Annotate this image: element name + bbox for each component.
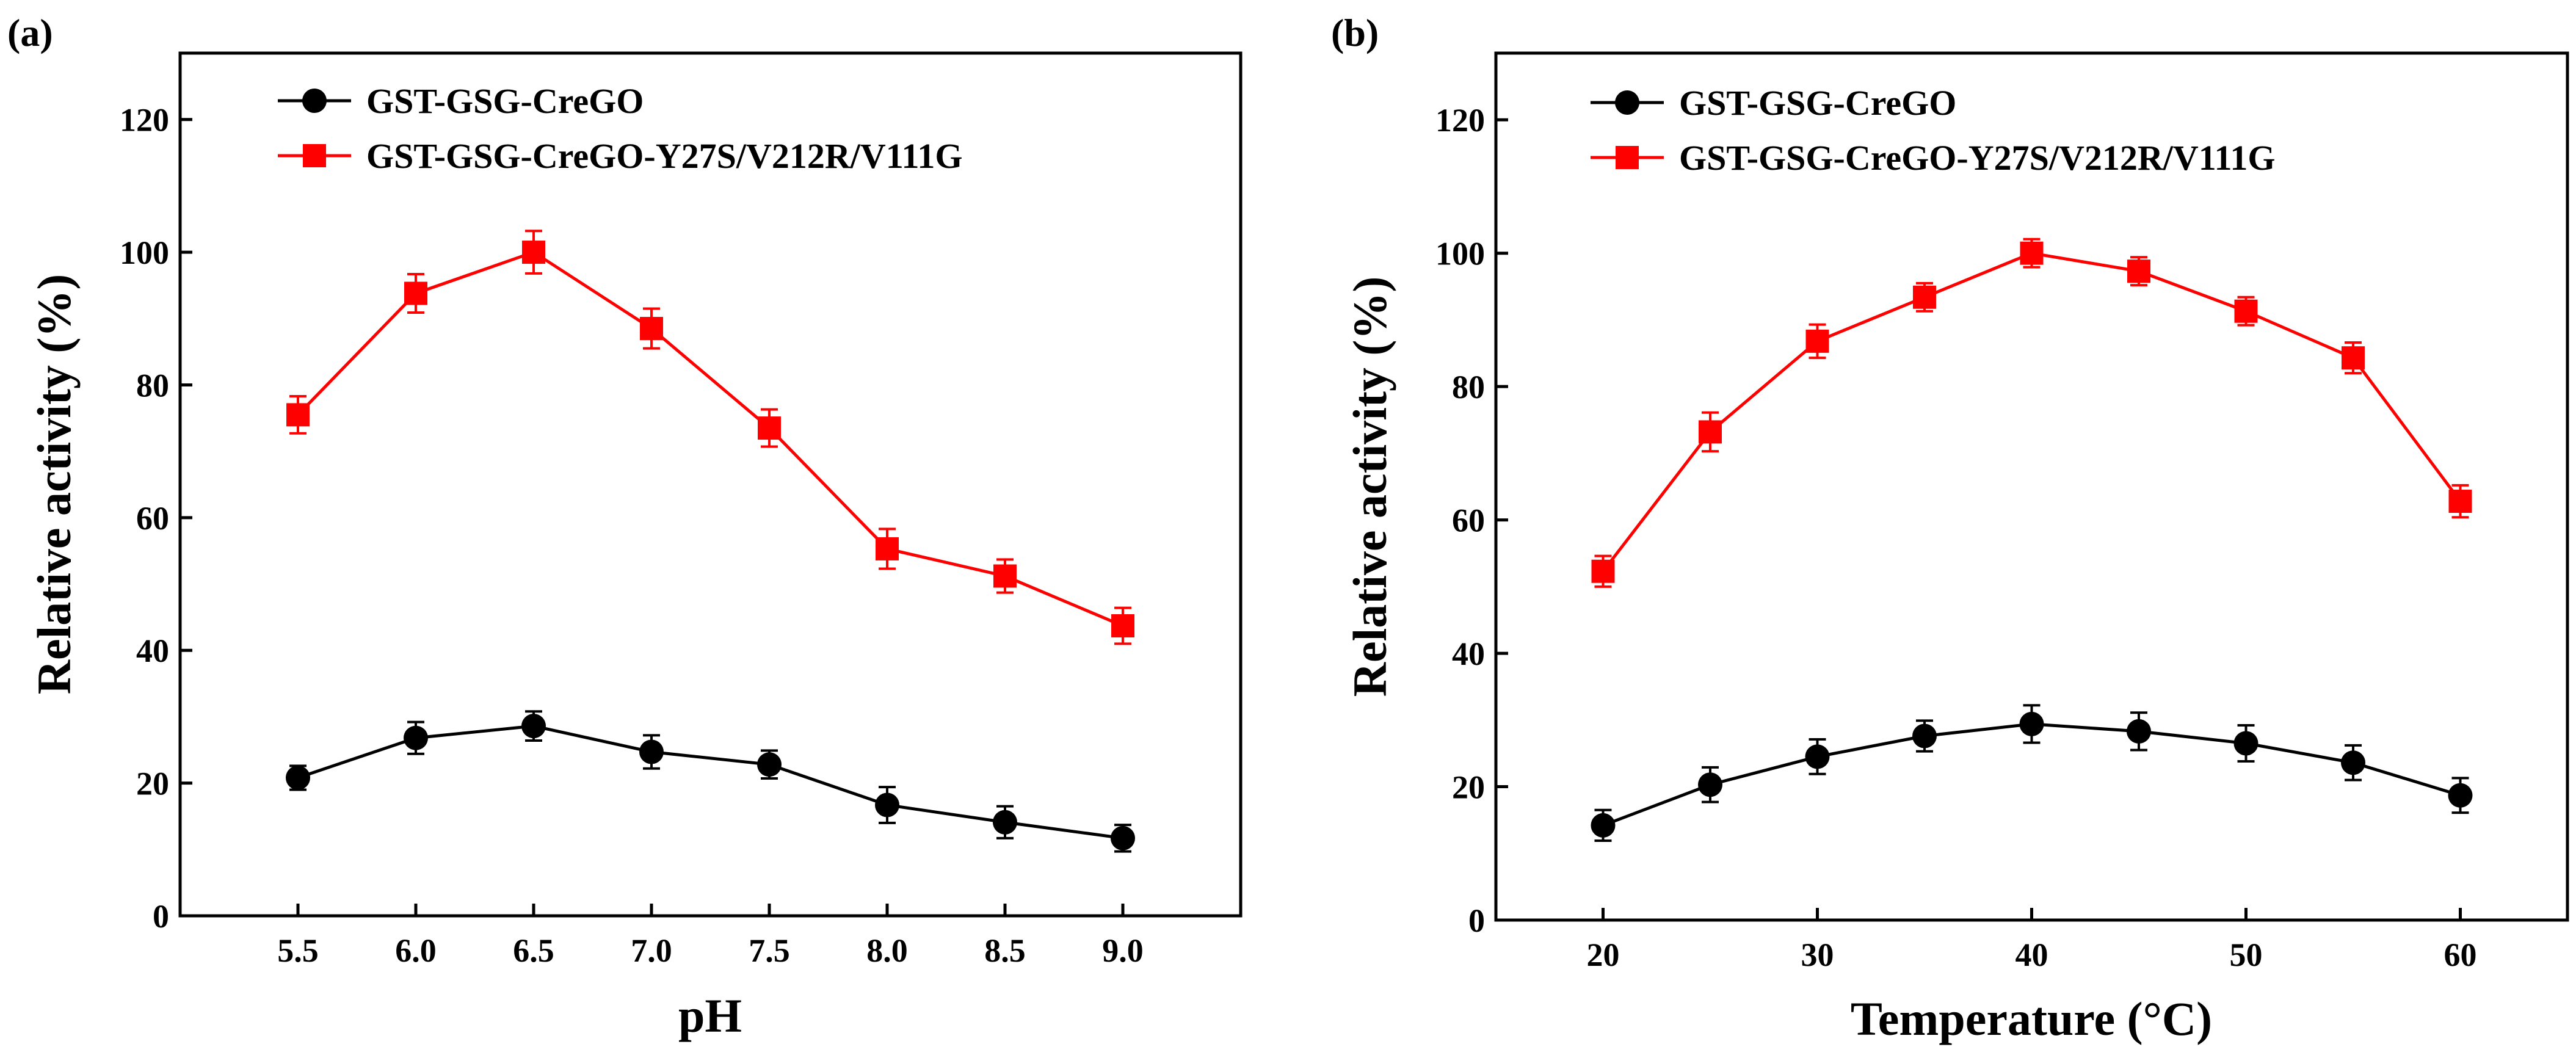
panel-b-series-1-legend-label: GST-GSG-CreGO xyxy=(1679,83,1956,123)
panel-a-x-tick-label: 8.0 xyxy=(866,932,908,969)
panel-b-series-1-point xyxy=(1698,772,1722,797)
panel-a-chart: (a) 0 20 40 60 80 100 120 5.5 6.0 6.5 7.0 7.5 8.0 8.5… xyxy=(7,11,1243,1042)
panel-a-series-2-point xyxy=(640,317,663,341)
panel-b-series-2-legend-marker xyxy=(1616,146,1639,169)
panel-b-x-tick-label: 20 xyxy=(1587,937,1620,973)
panel-b-series-2-point xyxy=(2234,299,2258,323)
panel-a-series-2-point xyxy=(993,564,1017,588)
panel-b-x-tick-label: 50 xyxy=(2230,937,2263,973)
panel-b-series-1-point xyxy=(2341,750,2365,775)
panel-b-series-2-legend-label: GST-GSG-CreGO-Y27S/V212R/V111G xyxy=(1679,138,2275,178)
panel-a-legend: GST-GSG-CreGO GST-GSG-CreGO-Y27S/V212R/V1… xyxy=(278,81,962,176)
panel-a-series-1-point xyxy=(757,752,782,777)
panel-b-series-2-point xyxy=(1913,285,1936,309)
panel-a-series-2-point xyxy=(522,241,545,264)
panel-a-x-tick-label: 6.5 xyxy=(513,932,554,969)
panel-b-chart: (b) 0 20 40 60 80 100 120 20 30 40 50 60 GST-GSG-Cr… xyxy=(1331,11,2569,1045)
panel-a-series-1-point xyxy=(993,810,1017,835)
panel-a-series-1-legend-label: GST-GSG-CreGO xyxy=(366,81,644,121)
panel-a-series-2-point xyxy=(404,281,427,305)
panel-a-series-2-line xyxy=(297,250,1123,628)
panel-a-x-tick-label: 7.5 xyxy=(749,932,790,969)
panel-b-y-axis-label: Relative activity (%) xyxy=(1343,277,1396,697)
panel-a-series xyxy=(286,230,1135,853)
panel-a-x-tick-label: 9.0 xyxy=(1102,932,1144,969)
panel-b-legend: GST-GSG-CreGO GST-GSG-CreGO-Y27S/V212R/V1… xyxy=(1591,83,2275,178)
panel-a-y-tick-label: 20 xyxy=(136,766,169,802)
panel-a-series-1-point xyxy=(1111,825,1135,850)
panel-b-y-tick-label: 20 xyxy=(1452,769,1485,806)
panel-b-series-1-point xyxy=(1912,723,1937,749)
panel-a-x-axis-label: pH xyxy=(678,989,742,1042)
panel-a-series-1-point xyxy=(875,792,899,818)
panel-b-plot-frame xyxy=(1494,51,2569,922)
panel-b-y-tick-label: 40 xyxy=(1452,636,1485,672)
panel-b-y-tick-label: 0 xyxy=(1468,902,1485,939)
panel-a-y-tick-label: 80 xyxy=(136,367,169,404)
panel-a-plot-frame xyxy=(178,51,1243,918)
panel-b-series-1-point xyxy=(2233,731,2259,756)
panel-b-series-1-point xyxy=(1805,744,1830,769)
panel-b-series-2-point xyxy=(1699,420,1722,444)
panel-a-series-1-point xyxy=(286,765,310,790)
panel-b-series-2-point xyxy=(1805,329,1829,353)
panel-a-series-1-point xyxy=(521,714,546,739)
panel-b-label: (b) xyxy=(1331,11,1379,54)
panel-b-series-1-point xyxy=(2127,719,2151,744)
panel-b-y-tick-label: 60 xyxy=(1452,502,1485,539)
panel-a-y-tick-label: 0 xyxy=(153,898,169,935)
panel-b-series-1-point xyxy=(2019,711,2044,736)
panel-a-series-1-line xyxy=(297,724,1123,840)
panel-a-series-2-point xyxy=(286,403,310,427)
panel-a-y-tick-label: 100 xyxy=(120,234,169,271)
panel-a-series-2-legend-label: GST-GSG-CreGO-Y27S/V212R/V111G xyxy=(366,136,962,176)
panel-a-y-tick-label: 40 xyxy=(136,633,169,669)
panel-a-series-2-point xyxy=(1111,614,1134,638)
panel-b-y-tick-label: 100 xyxy=(1435,236,1485,272)
panel-a-label: (a) xyxy=(7,11,53,54)
panel-b-x-tick-label: 40 xyxy=(2015,937,2048,973)
panel-b-y-tick-label: 120 xyxy=(1435,102,1485,139)
panel-a-series-1-point xyxy=(404,725,428,750)
panel-a-ticks: 0 20 40 60 80 100 120 5.5 6.0 6.5 7.0 7.5 8.0 8.5 9.0 xyxy=(120,102,1144,969)
panel-b-series-1-legend-marker xyxy=(1615,90,1639,115)
panel-b-series-2-point xyxy=(2127,259,2150,283)
panel-b-y-tick-label: 80 xyxy=(1452,369,1485,405)
panel-b-series-1-point xyxy=(2448,783,2473,808)
panel-a-y-axis-label: Relative activity (%) xyxy=(27,274,81,695)
panel-b-series-2-point xyxy=(1591,559,1615,583)
panel-a-series-2-point xyxy=(758,416,781,440)
panel-b-series-2-point xyxy=(2448,490,2472,513)
panel-b-series-1-point xyxy=(1591,813,1616,838)
panel-a-x-tick-label: 5.5 xyxy=(277,932,319,969)
panel-b-x-tick-label: 30 xyxy=(1801,937,1834,973)
panel-b-series-2-point xyxy=(2342,346,2365,370)
panel-a-y-tick-label: 120 xyxy=(120,102,169,139)
panel-a-series-1-point xyxy=(639,739,664,764)
panel-a-x-tick-label: 6.0 xyxy=(395,932,437,969)
panel-a-y-tick-label: 60 xyxy=(136,500,169,537)
panel-a-series-2-point xyxy=(876,537,899,560)
panel-b-series xyxy=(1591,237,2473,843)
panel-a-series-2-legend-marker xyxy=(303,144,326,167)
panel-b-series-2-point xyxy=(2020,241,2044,265)
panel-b-x-tick-label: 60 xyxy=(2444,937,2477,973)
panel-a-x-tick-label: 7.0 xyxy=(631,932,672,969)
panel-b-x-axis-label: Temperature (°C) xyxy=(1851,992,2212,1045)
panel-b-ticks: 0 20 40 60 80 100 120 20 30 40 50 60 xyxy=(1435,102,2477,973)
panel-a-series-1-legend-marker xyxy=(302,89,327,113)
panel-b-series-2-line xyxy=(1602,252,2462,573)
panel-a-x-tick-label: 8.5 xyxy=(984,932,1026,969)
